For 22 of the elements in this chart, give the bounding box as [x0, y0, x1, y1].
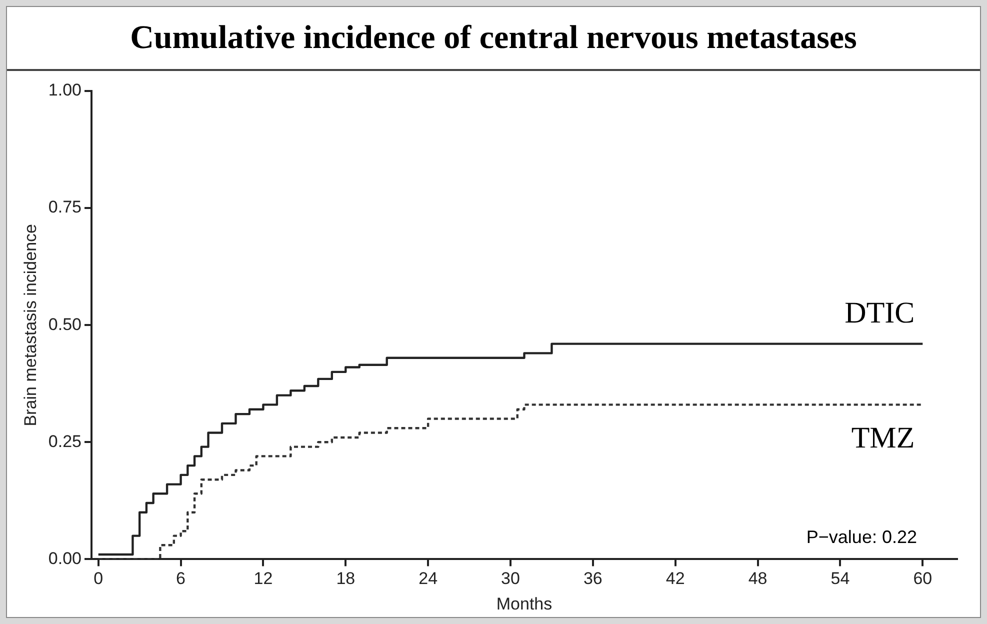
- x-tick-label: 6: [176, 569, 186, 588]
- x-tick-label: 24: [418, 569, 438, 588]
- series-label: DTIC: [844, 296, 915, 330]
- y-tick-label: 0.75: [48, 198, 82, 217]
- x-tick-label: 42: [666, 569, 685, 588]
- x-tick-label: 18: [336, 569, 356, 588]
- x-axis-title: Months: [496, 594, 552, 614]
- y-tick-label: 0.00: [48, 548, 82, 568]
- annotation: P−value: 0.22: [806, 527, 917, 548]
- chart-title: Cumulative incidence of central nervous metastases: [7, 7, 980, 71]
- x-tick-label: 48: [748, 569, 768, 588]
- x-tick-label: 54: [830, 569, 850, 588]
- x-tick-label: 0: [94, 569, 104, 588]
- x-tick-label: 60: [913, 569, 932, 588]
- y-axis-title: Brain metastasis incidence: [20, 224, 40, 426]
- y-tick-label: 0.50: [48, 314, 82, 334]
- x-tick-label: 12: [254, 569, 273, 588]
- series-label: TMZ: [851, 422, 915, 455]
- y-tick-label: 0.25: [48, 432, 82, 451]
- x-tick-label: 36: [583, 569, 602, 588]
- y-tick-label: 1.00: [48, 80, 82, 100]
- x-tick-label: 30: [501, 569, 520, 588]
